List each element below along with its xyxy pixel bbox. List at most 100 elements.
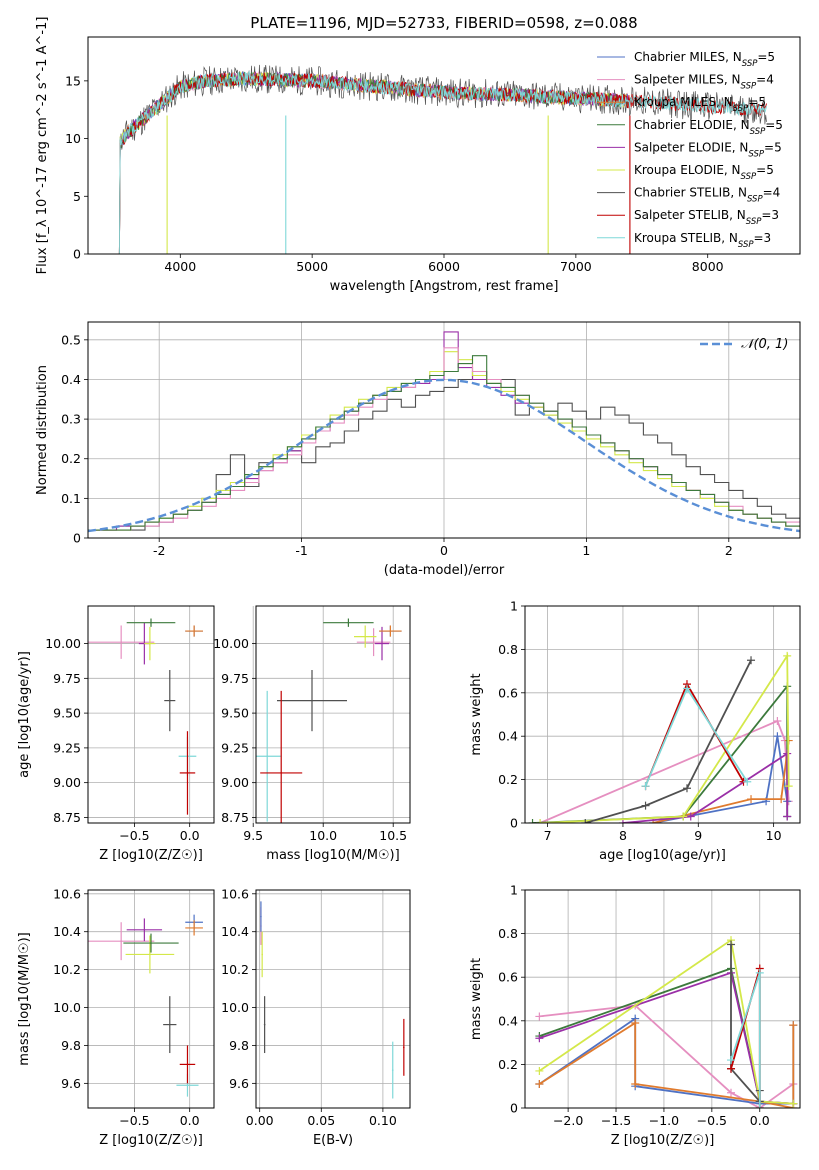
chart-title: PLATE=1196, MJD=52733, FIBERID=0598, z=0…	[250, 14, 637, 32]
x-tick-label: −1.5	[601, 1113, 631, 1128]
series-line-chabrier_miles	[652, 736, 789, 823]
y-tick-label: 10.6	[221, 886, 249, 901]
series-line-salpeter_elodie	[622, 751, 789, 823]
y-tick-label: 10.0	[221, 1000, 249, 1015]
axes-frame	[87, 36, 801, 255]
axes-frame	[255, 605, 411, 824]
data-point-salpeter_miles	[372, 641, 375, 643]
legend-label: 𝒩(0, 1)	[741, 337, 788, 352]
data-point-chabrier_stelib	[311, 699, 313, 702]
plot-area	[88, 914, 203, 1097]
x-tick-label: 10.5	[379, 828, 407, 843]
data-point-salpeter_elodie	[143, 929, 146, 931]
y-tick-label: 10.2	[53, 962, 81, 977]
legend-label: Kroupa MILES, NSSP=5	[634, 95, 766, 114]
data-point-chabrier_elodie	[347, 621, 350, 624]
x-tick-label: 1	[582, 543, 590, 558]
y-axis-label: mass weight	[469, 958, 484, 1040]
panel-6: 0.00 0.05 0.10 9.6 9.8 10.0 10.2 10.4 10.6 E(B-V)	[221, 886, 411, 1148]
panel-1: -2 -1 0 1 2 0 0.1 0.2 0.3 0.4 0.5 (data-model)/erro…	[35, 321, 801, 578]
data-point-salpeter_miles	[120, 641, 122, 643]
spectrum-line-chabrier_elodie	[117, 71, 629, 254]
x-tick-label: −0.5	[119, 828, 149, 843]
series-marker-kroupa_stelib	[755, 968, 764, 977]
y-tick-label: 0.6	[498, 970, 518, 985]
y-axis-label: mass [log10(M/M☉)]	[17, 932, 32, 1065]
y-tick-label: 10.2	[221, 962, 249, 977]
data-point-kroupa_stelib	[391, 1069, 394, 1071]
plot-area	[535, 936, 798, 1108]
y-tick-label: 0.4	[61, 372, 81, 387]
y-tick-label: 0.4	[498, 729, 518, 744]
data-point-kroupa_elodie	[364, 635, 367, 638]
axes-frame	[255, 889, 411, 1109]
series-marker-kroupa_elodie	[679, 812, 688, 821]
x-tick-label: 2	[725, 543, 733, 558]
x-tick-label: 8	[619, 828, 627, 843]
x-tick-label: −0.5	[119, 1113, 149, 1128]
y-tick-label: 1	[510, 599, 518, 614]
axes-frame	[87, 605, 215, 824]
y-tick-label: 9.25	[221, 740, 249, 755]
legend-label: Chabrier STELIB, NSSP=4	[634, 186, 780, 205]
y-tick-label: 10.4	[221, 924, 249, 939]
plot-area	[260, 901, 405, 1099]
series-marker-chabrier_stelib	[682, 784, 691, 793]
axes-frame	[87, 321, 801, 539]
series-marker-salpeter_miles	[727, 1088, 736, 1097]
axes-frame	[524, 605, 801, 824]
series-marker-kroupa_miles	[631, 1018, 640, 1027]
y-tick-label: 10.00	[213, 636, 249, 651]
panel-5: −0.5 0.0 9.6 9.8 10.0 10.2 10.4 10.6 Z [log10(Z/…	[17, 886, 215, 1148]
x-axis-label: Z [log10(Z/Z☉)]	[99, 848, 203, 863]
series-marker-chabrier_elodie	[528, 819, 537, 823]
x-axis-label: E(B-V)	[313, 1133, 353, 1148]
axes-frame	[524, 889, 801, 1109]
x-axis-label: (data-model)/error	[384, 563, 505, 578]
panel-3: 9.5 10.0 10.5 8.75 9.00 9.25 9.50 9.75 10.00 mass…	[213, 605, 411, 863]
legend-label: Salpeter STELIB, NSSP=3	[634, 208, 779, 227]
y-tick-label: 10.00	[45, 636, 81, 651]
x-tick-label: −1.0	[649, 1113, 679, 1128]
y-axis-label: Normed distribution	[35, 365, 50, 495]
series-marker-kroupa_stelib	[743, 777, 752, 786]
y-tick-label: 9.00	[53, 775, 81, 790]
panel-4: 7 8 9 10 0 0.2 0.4 0.6 0.8 1 age [log10(age/yr)] ma…	[469, 599, 801, 863]
series-line-kroupa_elodie	[540, 652, 790, 823]
y-tick-label: 0.3	[61, 412, 81, 427]
series-marker-kroupa_miles	[631, 1080, 640, 1089]
series-line-chabrier_miles	[538, 1016, 795, 1105]
series-line-kroupa_miles	[652, 740, 790, 823]
data-point-chabrier_stelib	[168, 699, 171, 702]
x-tick-label: 0.0	[180, 828, 200, 843]
series-line-chabrier_stelib	[585, 659, 752, 823]
y-tick-label: 9.25	[53, 740, 81, 755]
series-marker-salpeter_miles	[773, 717, 782, 726]
y-tick-label: 0.6	[498, 685, 518, 700]
y-tick-label: 9.8	[61, 1038, 81, 1053]
y-tick-label: 0.4	[498, 1013, 518, 1028]
y-tick-label: 1	[510, 883, 518, 898]
panel-7: −2.0 −1.5 −1.0 −0.5 0.0 0 0.2 0.4 0.6 0.8 1 Z [log1…	[469, 883, 801, 1148]
axes-frame	[87, 889, 215, 1109]
series-marker-chabrier_stelib	[727, 940, 736, 949]
series-marker-chabrier_stelib	[747, 656, 756, 665]
y-axis-label: mass weight	[469, 673, 484, 755]
panel-0: 4000 5000 6000 7000 8000 0 5 10 15 wavelength [An…	[35, 17, 801, 294]
y-tick-label: 15	[65, 73, 81, 88]
series-marker-chabrier_miles	[773, 732, 782, 741]
data-point-salpeter_miles	[120, 940, 122, 942]
x-tick-label: -2	[153, 543, 165, 558]
y-tick-label: 0.5	[61, 332, 81, 347]
legend-label: Chabrier ELODIE, NSSP=5	[634, 118, 783, 137]
x-tick-label: 0.05	[307, 1113, 335, 1128]
y-tick-label: 0.8	[498, 926, 518, 941]
data-point-kroupa_elodie	[261, 953, 263, 956]
series-line-kroupa_miles	[538, 1021, 795, 1108]
series-marker-salpeter_stelib	[727, 1064, 736, 1073]
x-tick-label: 4000	[164, 259, 196, 274]
y-tick-label: 8.75	[221, 810, 249, 825]
y-tick-label: 0.8	[498, 642, 518, 657]
series-marker-kroupa_stelib	[755, 1104, 764, 1108]
y-tick-label: 9.50	[53, 706, 81, 721]
